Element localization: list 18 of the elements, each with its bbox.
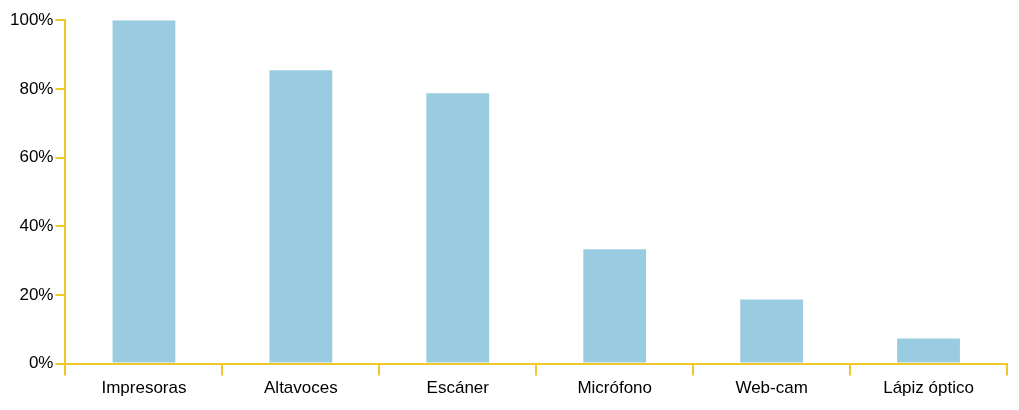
x-tick-label: Micrófono <box>577 378 653 398</box>
bar <box>897 338 960 363</box>
y-tick-label: 100% <box>10 9 54 29</box>
y-tick-label: 40% <box>19 215 54 235</box>
y-tick-label: 80% <box>19 78 54 98</box>
bar <box>583 249 647 363</box>
bar <box>269 70 333 363</box>
x-tick-label: Lápiz óptico <box>883 378 974 398</box>
y-tick-label: 60% <box>19 147 54 167</box>
bar <box>740 299 803 363</box>
x-tick-label: Web-cam <box>735 378 808 398</box>
bar <box>426 93 490 363</box>
bar <box>112 20 176 363</box>
x-tick-label: Impresoras <box>101 378 187 398</box>
y-tick-label: 20% <box>19 284 54 304</box>
y-tick-label: 0% <box>28 353 54 373</box>
x-tick-label: Altavoces <box>264 378 338 398</box>
x-tick-label: Escáner <box>426 378 490 398</box>
